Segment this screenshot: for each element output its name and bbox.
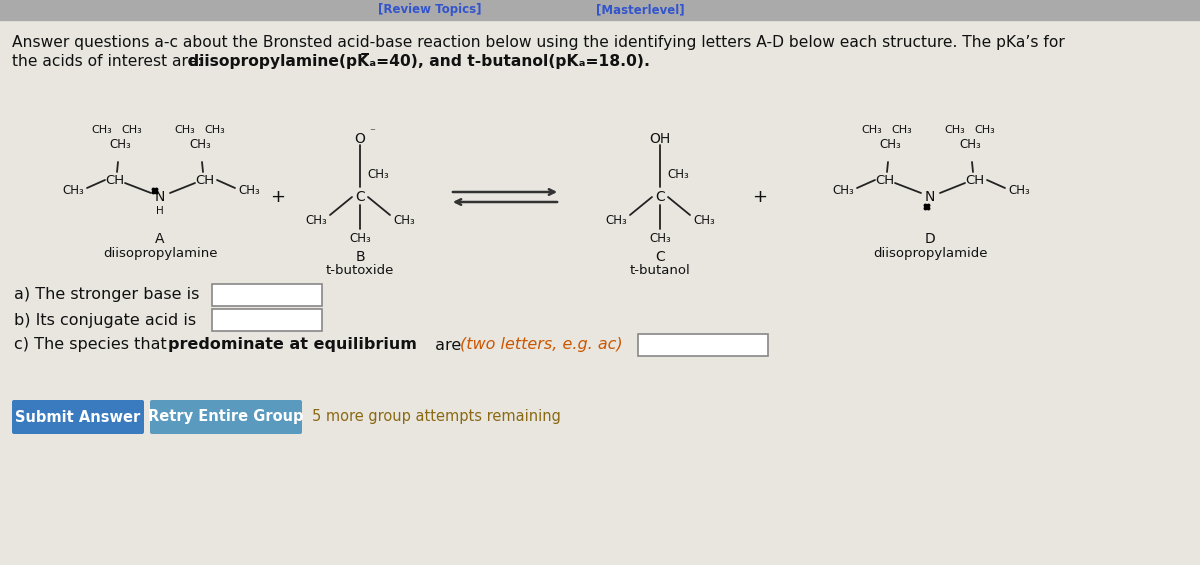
Bar [638,334,768,356]
Text: CH₃: CH₃ [109,137,131,150]
Text: CH₃: CH₃ [959,137,980,150]
Text: CH₃: CH₃ [944,125,965,135]
FancyBboxPatch shape [150,400,302,434]
Text: CH₃: CH₃ [1008,185,1030,198]
Bar [0,0,1200,20]
Text: H: H [156,206,164,216]
Text: [Masterlevel]: [Masterlevel] [595,3,684,16]
Text: a) The stronger base is: a) The stronger base is [14,288,199,302]
Text: predominate at equilibrium: predominate at equilibrium [168,337,416,353]
Text: OH: OH [649,132,671,146]
Text: t-butanol: t-butanol [630,264,690,277]
Bar [212,309,322,331]
Text: CH₃: CH₃ [974,125,995,135]
Text: N: N [155,190,166,204]
Text: t-butoxide: t-butoxide [326,264,394,277]
Text: diisopropylamine(pK̅ₐ=40), and t-butanol(pKₐ=18.0).: diisopropylamine(pK̅ₐ=40), and t-butanol… [188,53,650,69]
Text: CH₃: CH₃ [394,215,415,228]
Text: C: C [355,190,365,204]
Text: 5 more group attempts remaining: 5 more group attempts remaining [312,410,560,424]
Text: CH₃: CH₃ [190,137,211,150]
Text: CH₃: CH₃ [649,233,671,246]
Text: CH: CH [876,173,894,186]
Text: CH: CH [966,173,984,186]
Text: CH: CH [196,173,215,186]
Text: (two letters, e.g. ac): (two letters, e.g. ac) [460,337,623,353]
Text: CH₃: CH₃ [367,168,389,181]
Text: CH₃: CH₃ [205,125,226,135]
Text: Answer questions a-c about the Bronsted acid-base reaction below using the ident: Answer questions a-c about the Bronsted … [12,36,1064,50]
Text: Submit Answer: Submit Answer [16,410,140,424]
Text: CH₃: CH₃ [305,215,326,228]
Text: CH₃: CH₃ [175,125,196,135]
Text: CH₃: CH₃ [121,125,143,135]
Text: are: are [430,337,467,353]
Text: CH: CH [106,173,125,186]
Text: diisopropylamide: diisopropylamide [872,247,988,260]
Text: CH₃: CH₃ [91,125,113,135]
Text: CH₃: CH₃ [832,185,854,198]
Bar [212,284,322,306]
Text: +: + [270,188,286,206]
Text: CH₃: CH₃ [694,215,715,228]
Text: A: A [155,232,164,246]
Text: b) Its conjugate acid is: b) Its conjugate acid is [14,312,196,328]
FancyBboxPatch shape [12,400,144,434]
Text: c) The species that: c) The species that [14,337,172,353]
Text: N: N [925,190,935,204]
Text: C: C [655,250,665,264]
Text: CH₃: CH₃ [238,185,260,198]
Text: Retry Entire Group: Retry Entire Group [149,410,304,424]
Text: the acids of interest are:: the acids of interest are: [12,54,208,68]
Text: CH₃: CH₃ [862,125,882,135]
Text: diisopropylamine: diisopropylamine [103,247,217,260]
Text: CH₃: CH₃ [880,137,901,150]
Text: [Review Topics]: [Review Topics] [378,3,481,16]
Text: CH₃: CH₃ [62,185,84,198]
Text: ⁻: ⁻ [370,127,374,137]
Text: O: O [354,132,366,146]
Text: CH₃: CH₃ [892,125,912,135]
Text: CH₃: CH₃ [605,215,626,228]
Text: CH₃: CH₃ [349,233,371,246]
Text: +: + [752,188,768,206]
Text: C: C [655,190,665,204]
Text: CH₃: CH₃ [667,168,689,181]
Text: B: B [355,250,365,264]
Text: D: D [925,232,935,246]
